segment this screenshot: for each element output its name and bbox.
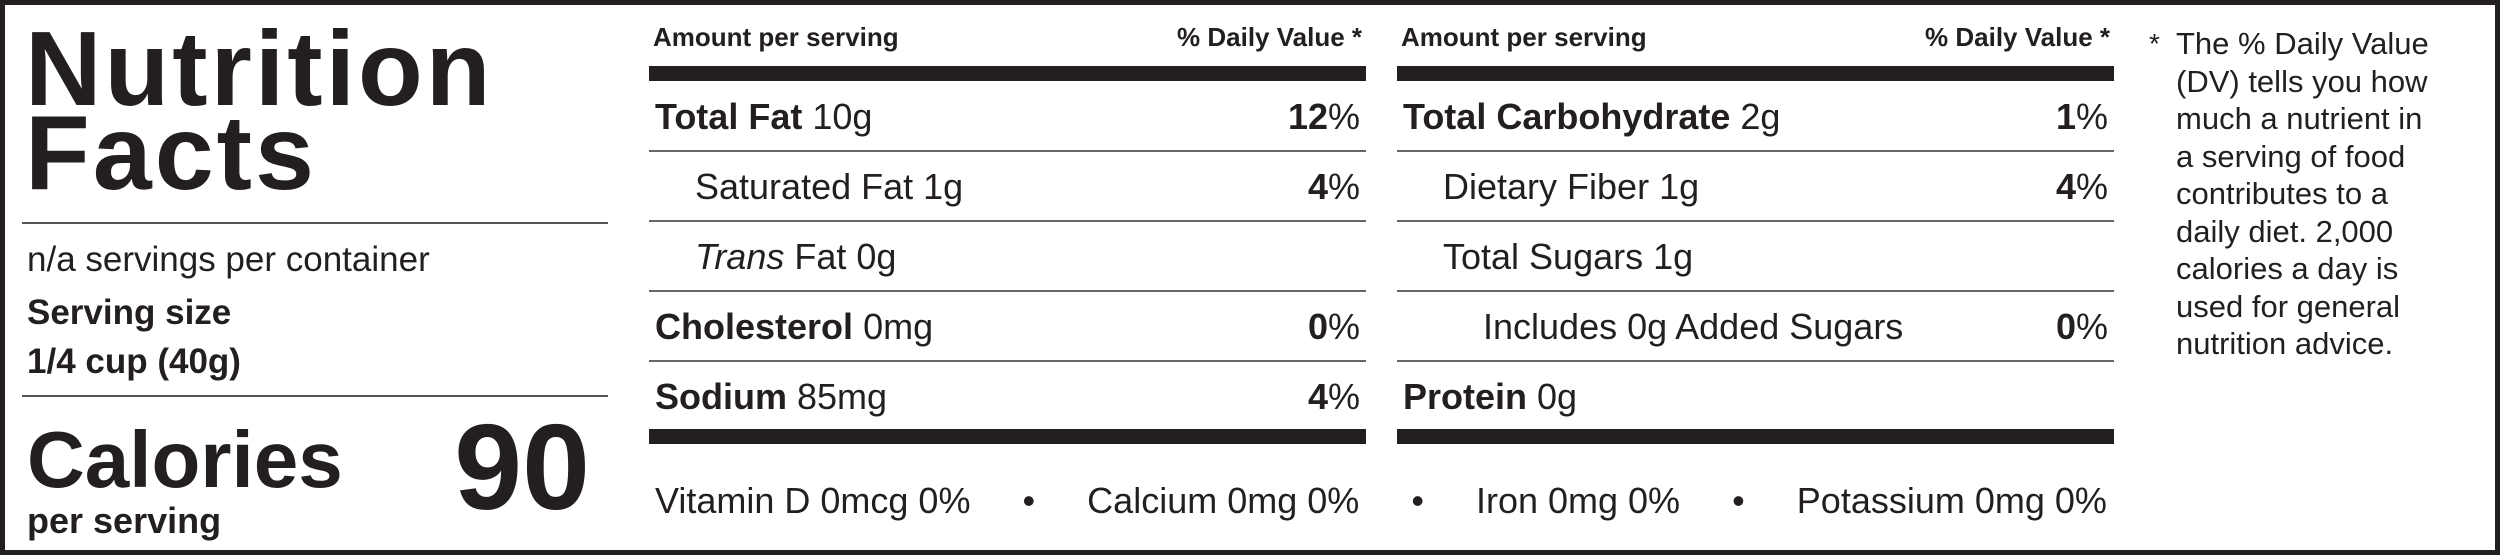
nutrient-name-group: Protein 0g — [1403, 362, 1577, 432]
nutrient-name: Includes 0g Added Sugars — [1483, 306, 1904, 347]
header-left: Amount per serving — [653, 22, 899, 52]
bullet-separator: • — [1732, 480, 1745, 521]
calories-label: Calories — [27, 415, 343, 504]
nutrient-name: Saturated Fat — [695, 166, 914, 207]
nutrient-name: Fat — [794, 236, 847, 277]
servings-per-container: n/a servings per container — [27, 240, 430, 279]
bullet-separator: • — [1022, 480, 1036, 521]
nutrient-row: Protein 0g — [1397, 362, 2114, 429]
daily-value: 0% — [2055, 306, 2108, 347]
nutrient-name: Total Sugars — [1443, 236, 1644, 277]
nutrient-name-group: Total Sugars 1g — [1443, 222, 1693, 292]
nutrient-name: Dietary Fiber — [1443, 166, 1650, 207]
nutrient-amount: 10g — [812, 96, 873, 137]
nutrient-name: Sodium — [655, 376, 787, 417]
nutrient-name: Protein — [1403, 376, 1528, 417]
calories-value: 90 — [454, 399, 590, 535]
footnote-line: a serving of food — [2176, 138, 2406, 174]
nutrient-amount: 1g — [1659, 166, 1700, 207]
daily-value: 4% — [1307, 166, 1360, 207]
header-right: % Daily Value * — [1925, 22, 2110, 52]
title-line: Facts — [25, 94, 317, 212]
vitamin-item: Vitamin D 0mcg 0% — [655, 480, 971, 521]
nutrient-name-group: Trans Fat 0g — [695, 222, 896, 292]
nutrient-amount: 2g — [1740, 96, 1781, 137]
footnote-line: (DV) tells you how — [2176, 63, 2428, 99]
daily-value: 12% — [1287, 96, 1360, 137]
nutrient-row: Total Fat 10g 12% — [649, 82, 1366, 152]
nutrient-row: Total Sugars 1g — [1397, 222, 2114, 292]
daily-value: 1% — [2055, 96, 2108, 137]
nutrient-name: Cholesterol — [655, 306, 854, 347]
vitamin-item: Calcium 0mg 0% — [1087, 480, 1360, 521]
thick-bar — [649, 66, 1366, 81]
nutrient-row: Dietary Fiber 1g 4% — [1397, 152, 2114, 222]
nutrient-amount: 0g — [1537, 376, 1578, 417]
divider — [22, 395, 608, 397]
nutrient-name-italic: Trans — [695, 236, 785, 277]
divider — [22, 222, 608, 224]
vitamin-item: Potassium 0mg 0% — [1796, 480, 2107, 521]
nutrient-name-group: Cholesterol 0mg — [655, 292, 933, 362]
header-left: Amount per serving — [1401, 22, 1647, 52]
nutrient-name-group: Total Fat 10g — [655, 82, 872, 152]
title-line: Nutrition — [25, 10, 494, 128]
daily-value: 4% — [1307, 376, 1360, 417]
nutrient-amount: 1g — [1653, 236, 1694, 277]
nutrient-amount: 1g — [923, 166, 964, 207]
serving-size-label: Serving size — [27, 293, 232, 332]
nutrient-amount: 0g — [856, 236, 897, 277]
thick-bar — [1397, 429, 2114, 444]
footnote-line: daily diet. 2,000 — [2176, 213, 2394, 249]
nutrient-name-group: Dietary Fiber 1g — [1443, 152, 1699, 222]
daily-value: 0% — [1307, 306, 1360, 347]
footnote-line: contributes to a — [2176, 176, 2388, 211]
footnote-line: used for general — [2176, 288, 2401, 324]
nutrient-row: Cholesterol 0mg 0% — [649, 292, 1366, 362]
serving-size: 1/4 cup (40g) — [27, 342, 241, 381]
vitamin-item: Iron 0mg 0% — [1475, 480, 1681, 521]
calories-sub: per serving — [27, 500, 222, 541]
nutrient-row: Includes 0g Added Sugars 0% — [1397, 292, 2114, 362]
nutrient-column: Amount per serving % Daily Value * Total C… — [1397, 5, 2114, 560]
nutrient-name-group: Includes 0g Added Sugars — [1483, 292, 1903, 362]
vitamins-line: Vitamin D 0mcg 0% • Calcium 0mg 0% • Iron 0m… — [655, 477, 2107, 525]
thick-bar — [1397, 66, 2114, 81]
nutrient-amount: 0mg — [863, 306, 934, 347]
footnote: * The % Daily Value (DV) tells you how much… — [2149, 25, 2429, 363]
header-right: % Daily Value * — [1177, 22, 1362, 52]
nutrient-amount: 85mg — [797, 376, 888, 417]
bullet-separator: • — [1411, 480, 1424, 521]
nutrient-name-group: Total Carbohydrate 2g — [1403, 82, 1780, 152]
nutrient-row: Saturated Fat 1g 4% — [649, 152, 1366, 222]
nutrient-name-group: Sodium 85mg — [655, 362, 887, 432]
nutrient-row: Total Carbohydrate 2g 1% — [1397, 82, 2114, 152]
nutrient-name-group: Saturated Fat 1g — [695, 152, 963, 222]
thick-bar — [649, 429, 1366, 444]
footnote-line: The % Daily Value — [2176, 26, 2429, 61]
nutrient-row: Trans Fat 0g — [649, 222, 1366, 292]
footnote-line: calories a day is — [2176, 251, 2399, 286]
nutrient-column: Amount per serving % Daily Value * Total F… — [649, 5, 1366, 560]
daily-value: 4% — [2055, 166, 2108, 207]
footnote-line: nutrition advice. — [2176, 326, 2394, 361]
footnote-line: much a nutrient in — [2176, 101, 2423, 136]
nutrient-row: Sodium 85mg 4% — [649, 362, 1366, 429]
footnote-mark: * — [2149, 28, 2160, 59]
nutrient-name: Total Carbohydrate — [1403, 96, 1731, 137]
nutrient-name: Total Fat — [655, 96, 803, 137]
